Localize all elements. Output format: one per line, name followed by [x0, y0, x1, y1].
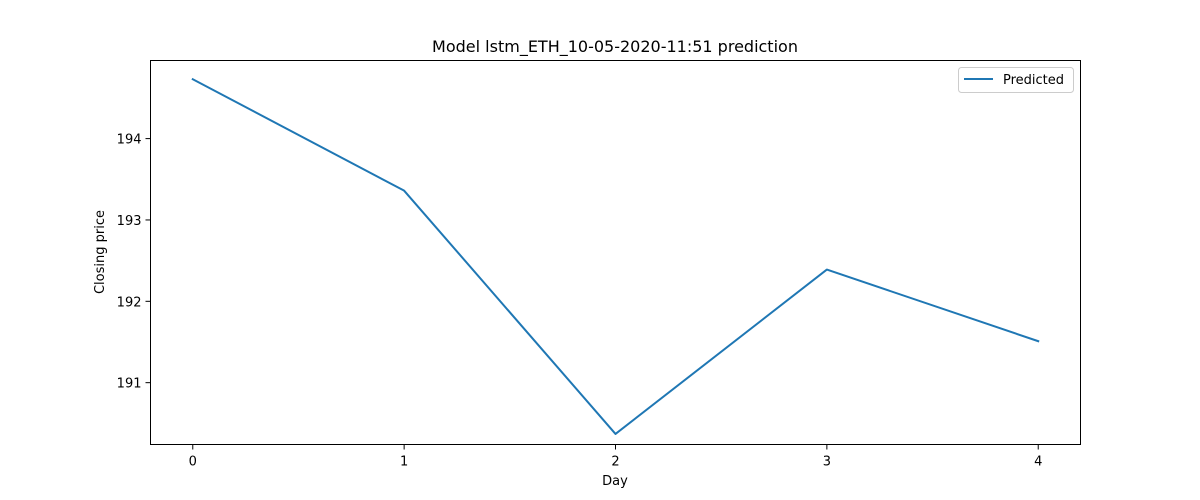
- x-tick-label: 4: [1034, 455, 1042, 470]
- y-axis: 191 192 193 194: [117, 133, 151, 392]
- chart-title: Model lstm_ETH_10-05-2020-11:51 predicti…: [432, 37, 798, 57]
- y-tick-label: 194: [117, 133, 142, 148]
- y-tick-label: 193: [117, 214, 142, 229]
- legend: Predicted: [958, 67, 1074, 93]
- y-tick-label: 191: [117, 377, 142, 392]
- y-axis-label: Closing price: [93, 210, 108, 294]
- legend-label-predicted: Predicted: [1003, 73, 1064, 88]
- series-layer: [191, 77, 1040, 435]
- x-axis-label: Day: [602, 474, 628, 489]
- x-tick-label: 3: [823, 455, 831, 470]
- x-tick-label: 1: [400, 455, 408, 470]
- legend-box: [958, 67, 1074, 93]
- series-line-predicted: [191, 77, 1040, 435]
- x-tick-label: 2: [611, 455, 619, 470]
- x-tick-label: 0: [189, 455, 197, 470]
- y-tick-label: 192: [117, 295, 142, 310]
- x-axis: 0 1 2 3 4: [189, 444, 1042, 470]
